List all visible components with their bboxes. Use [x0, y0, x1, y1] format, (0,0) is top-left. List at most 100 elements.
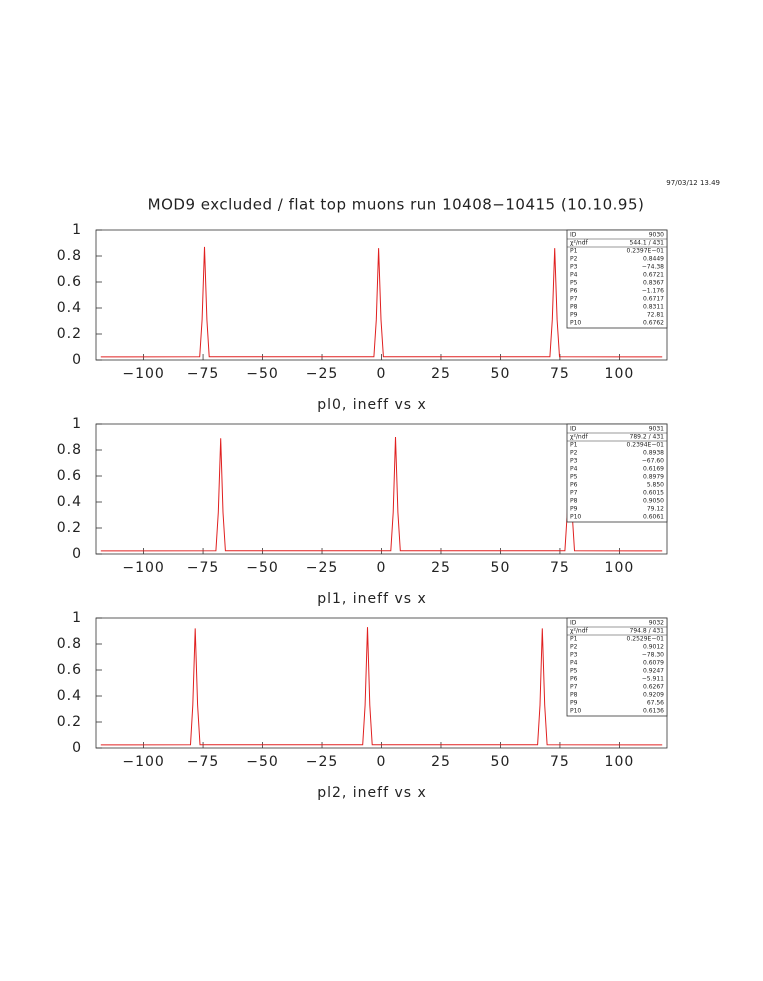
x-axis-label: pl2, ineff vs x: [317, 785, 427, 801]
stats-label: P4: [570, 660, 578, 667]
stats-label: P4: [570, 466, 578, 473]
y-tick-label: 1: [72, 222, 82, 238]
stats-label: P10: [570, 320, 581, 327]
stats-value: 67.56: [647, 700, 664, 707]
stats-label: P1: [570, 442, 578, 449]
y-tick-label: 0.8: [57, 248, 82, 264]
stats-value: 0.6015: [643, 490, 664, 497]
x-tick-label: −25: [306, 366, 339, 382]
stats-label: P5: [570, 280, 578, 287]
stats-label: P7: [570, 296, 578, 303]
stats-label: P4: [570, 272, 578, 279]
stats-label: P9: [570, 312, 578, 319]
stats-value: 0.6717: [643, 296, 664, 303]
stats-label: P2: [570, 450, 578, 457]
stats-value: 0.9012: [643, 644, 664, 651]
x-tick-label: 0: [377, 366, 387, 382]
x-tick-label: −50: [246, 366, 279, 382]
y-tick-label: 1: [72, 416, 82, 432]
stats-label: P5: [570, 668, 578, 675]
chart-title: MOD9 excluded / flat top muons run 10408…: [148, 196, 645, 214]
y-tick-label: 0.4: [57, 688, 82, 704]
x-tick-label: 25: [431, 366, 451, 382]
stats-label: P7: [570, 684, 578, 691]
fit-line: [100, 627, 663, 746]
y-tick-label: 0.2: [57, 326, 82, 342]
x-tick-label: 75: [550, 366, 570, 382]
x-tick-label: −25: [306, 560, 339, 576]
stats-label: ID: [570, 620, 577, 627]
stats-value: 0.9247: [643, 668, 664, 675]
stats-label: ID: [570, 232, 577, 239]
x-tick-label: 50: [491, 754, 511, 770]
stats-value: −67.60: [642, 458, 664, 465]
stats-value: 544.1 / 431: [630, 240, 665, 247]
stats-value: 0.8449: [643, 256, 664, 263]
stats-value: 9032: [649, 620, 664, 627]
fit-line: [100, 246, 663, 358]
stats-value: −78.30: [642, 652, 664, 659]
y-tick-label: 0.8: [57, 442, 82, 458]
x-axis-label: pl0, ineff vs x: [317, 397, 427, 413]
stats-value: 79.12: [647, 506, 664, 513]
stats-value: 0.6136: [643, 708, 664, 715]
y-tick-label: 0.4: [57, 494, 82, 510]
stats-value: 0.6169: [643, 466, 664, 473]
stats-label: P3: [570, 652, 578, 659]
x-tick-label: −50: [246, 754, 279, 770]
y-tick-label: 0.2: [57, 714, 82, 730]
y-tick-label: 0.2: [57, 520, 82, 536]
y-tick-label: 0.6: [57, 662, 82, 678]
stats-value: 72.81: [647, 312, 664, 319]
y-tick-label: 0.8: [57, 636, 82, 652]
x-tick-label: −100: [122, 366, 164, 382]
x-tick-label: −100: [122, 560, 164, 576]
stats-value: 5.850: [647, 482, 664, 489]
stats-value: 0.8979: [643, 474, 664, 481]
stats-value: 0.6267: [643, 684, 664, 691]
stats-label: P6: [570, 288, 578, 295]
y-tick-label: 0: [72, 352, 82, 368]
x-tick-label: 100: [605, 366, 635, 382]
x-tick-label: 50: [491, 560, 511, 576]
y-tick-label: 0: [72, 546, 82, 562]
y-tick-label: 0: [72, 740, 82, 756]
x-axis-label: pl1, ineff vs x: [317, 591, 427, 607]
x-tick-label: 50: [491, 366, 511, 382]
stats-label: P6: [570, 676, 578, 683]
y-tick-label: 0.4: [57, 300, 82, 316]
stats-value: 0.8938: [643, 450, 664, 457]
stats-label: P9: [570, 506, 578, 513]
stats-label: P10: [570, 708, 581, 715]
stats-value: 0.9209: [643, 692, 664, 699]
x-tick-label: −100: [122, 754, 164, 770]
stats-label: P1: [570, 248, 578, 255]
stats-label: P8: [570, 692, 578, 699]
stats-value: −1.176: [642, 288, 664, 295]
stats-label: P9: [570, 700, 578, 707]
stats-label: P7: [570, 490, 578, 497]
y-tick-label: 0.6: [57, 468, 82, 484]
stats-label: ID: [570, 426, 577, 433]
stats-value: 0.6079: [643, 660, 664, 667]
stats-label: χ²/ndf: [570, 628, 589, 635]
stats-box: [566, 423, 668, 523]
x-tick-label: −75: [187, 560, 220, 576]
stats-value: 0.6721: [643, 272, 664, 279]
stats-value: 0.6061: [643, 514, 664, 521]
x-tick-label: 25: [431, 754, 451, 770]
stats-value: −74.38: [642, 264, 664, 271]
x-tick-label: 0: [377, 754, 387, 770]
stats-label: P2: [570, 644, 578, 651]
stats-value: 0.9050: [643, 498, 664, 505]
stats-value: 794.8 / 431: [630, 628, 665, 635]
stats-label: χ²/ndf: [570, 240, 589, 247]
stats-value: 0.2529E−01: [627, 636, 665, 643]
timestamp: 97/03/12 13.49: [666, 179, 720, 187]
stats-label: P2: [570, 256, 578, 263]
stats-label: χ²/ndf: [570, 434, 589, 441]
x-tick-label: 75: [550, 754, 570, 770]
x-tick-label: 100: [605, 560, 635, 576]
x-tick-label: −75: [187, 366, 220, 382]
